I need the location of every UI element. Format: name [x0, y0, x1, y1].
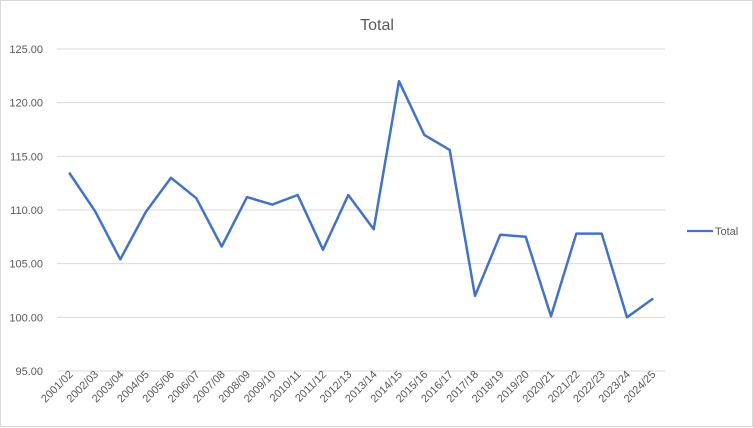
y-tick-label: 120.00 — [9, 98, 43, 110]
data-point[interactable] — [651, 298, 653, 300]
data-point[interactable] — [626, 316, 628, 318]
legend[interactable]: Total — [687, 226, 738, 238]
data-point[interactable] — [271, 203, 273, 205]
data-point[interactable] — [600, 232, 602, 234]
data-point[interactable] — [170, 177, 172, 179]
data-point[interactable] — [119, 258, 121, 260]
y-tick-label: 100.00 — [9, 312, 43, 324]
data-point[interactable] — [448, 149, 450, 151]
legend-label-total: Total — [715, 226, 738, 238]
y-tick-label: 105.00 — [9, 259, 43, 271]
data-point[interactable] — [144, 211, 146, 213]
data-point[interactable] — [195, 197, 197, 199]
y-tick-label: 110.00 — [10, 205, 43, 217]
data-point[interactable] — [347, 194, 349, 196]
data-point[interactable] — [524, 236, 526, 238]
data-point[interactable] — [372, 228, 374, 230]
y-axis: 95.00 100.00 105.00 110.00 115.00 120.00 125.0… — [9, 44, 43, 378]
data-point[interactable] — [246, 196, 248, 198]
data-point[interactable] — [220, 245, 222, 247]
data-point[interactable] — [68, 172, 70, 174]
data-point[interactable] — [423, 134, 425, 136]
series-line-total[interactable] — [68, 79, 654, 319]
data-point[interactable] — [499, 233, 501, 235]
gridlines — [57, 48, 665, 372]
y-tick-label: 115.00 — [10, 151, 43, 163]
data-point[interactable] — [575, 232, 577, 234]
data-point[interactable] — [322, 249, 324, 251]
data-point[interactable] — [296, 194, 298, 196]
data-point[interactable] — [94, 210, 96, 212]
y-tick-label: 95.00 — [15, 366, 43, 378]
data-point[interactable] — [550, 315, 552, 317]
chart-title: Total — [360, 17, 394, 34]
data-point[interactable] — [474, 295, 476, 297]
x-axis: 2001/022002/032003/042004/052005/062006/… — [39, 369, 658, 406]
y-tick-label: 125.00 — [9, 44, 43, 56]
series-layer — [68, 79, 654, 319]
data-point[interactable] — [398, 80, 400, 82]
